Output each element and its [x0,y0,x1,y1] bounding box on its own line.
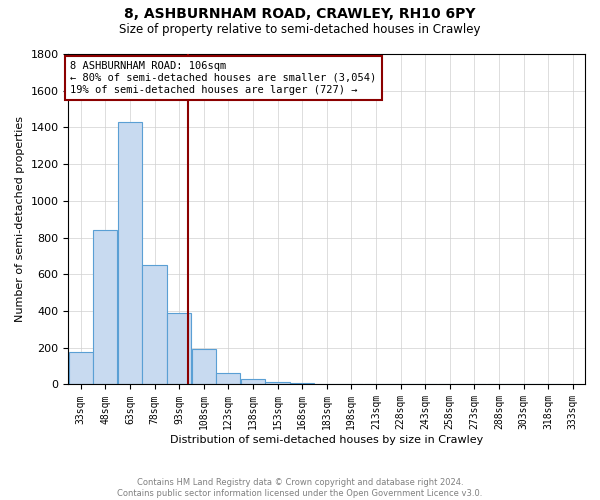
Bar [290,383,314,384]
Bar [142,265,167,384]
Bar [68,352,93,384]
Y-axis label: Number of semi-detached properties: Number of semi-detached properties [15,116,25,322]
Text: 8 ASHBURNHAM ROAD: 106sqm
← 80% of semi-detached houses are smaller (3,054)
19% : 8 ASHBURNHAM ROAD: 106sqm ← 80% of semi-… [70,62,376,94]
Bar [216,372,241,384]
Bar [167,313,191,384]
Text: Size of property relative to semi-detached houses in Crawley: Size of property relative to semi-detach… [119,22,481,36]
Bar [118,122,142,384]
Text: Contains HM Land Registry data © Crown copyright and database right 2024.
Contai: Contains HM Land Registry data © Crown c… [118,478,482,498]
Bar [191,348,216,384]
Text: 8, ASHBURNHAM ROAD, CRAWLEY, RH10 6PY: 8, ASHBURNHAM ROAD, CRAWLEY, RH10 6PY [124,8,476,22]
X-axis label: Distribution of semi-detached houses by size in Crawley: Distribution of semi-detached houses by … [170,435,484,445]
Bar [241,379,265,384]
Bar [265,382,290,384]
Bar [93,230,118,384]
